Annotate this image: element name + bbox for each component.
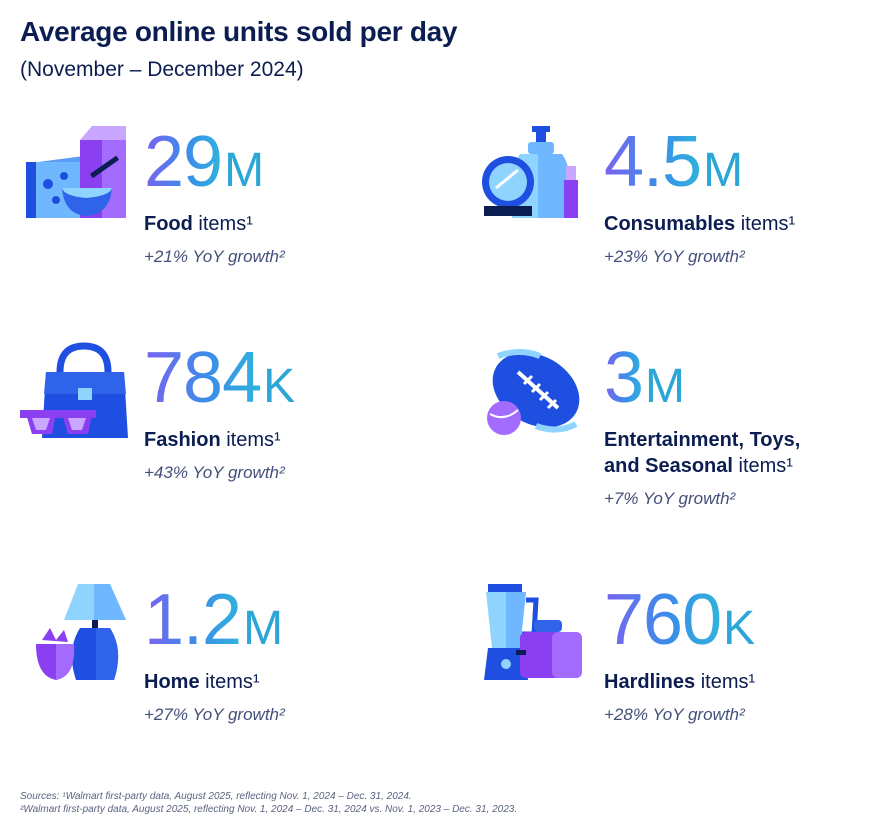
page-subtitle: (November – December 2024) (20, 58, 304, 81)
stat-card-consumables: 4.5M Consumables items¹ +23% YoY growth² (480, 126, 874, 276)
stat-card-home: 1.2M Home items¹ +27% YoY growth² (20, 584, 440, 734)
stat-category: Food items¹ (144, 213, 253, 235)
stat-card-entertainment: 3M Entertainment, Toys, and Seasonal item… (480, 338, 874, 508)
stat-value: 4.5M (604, 122, 743, 202)
lamp-icon (36, 584, 126, 680)
source-line-2: ²Walmart first-party data, August 2025, … (20, 804, 518, 815)
page-title: Average online units sold per day (20, 16, 458, 47)
stat-category: Entertainment, Toys, and Seasonal items¹ (604, 429, 801, 477)
stat-growth: +7% YoY growth² (604, 489, 736, 508)
stat-value: 1.2M (144, 580, 283, 660)
stat-category: Hardlines items¹ (604, 671, 756, 693)
stat-card-food: 29M Food items¹ +21% YoY growth² (20, 126, 440, 276)
groceries-icon (26, 126, 126, 218)
source-line-1: Sources: ¹Walmart first-party data, Augu… (20, 791, 412, 802)
stat-value: 3M (604, 338, 685, 418)
cosmetics-icon (482, 126, 578, 218)
stat-category: Home items¹ (144, 671, 260, 693)
stat-card-fashion: 784K Fashion items¹ +43% YoY growth² (20, 342, 440, 492)
stat-growth: +28% YoY growth² (604, 705, 745, 724)
stat-growth: +43% YoY growth² (144, 463, 285, 482)
stat-value: 29M (144, 122, 264, 202)
handbag-icon (20, 342, 128, 438)
football-icon (487, 349, 580, 435)
blender-icon (484, 584, 582, 680)
sources-footnote: Sources: ¹Walmart first-party data, Augu… (20, 790, 517, 816)
stat-growth: +21% YoY growth² (144, 247, 285, 266)
stat-card-hardlines: 760K Hardlines items¹ +28% YoY growth² (480, 584, 874, 734)
stat-value: 760K (604, 580, 755, 660)
stat-growth: +23% YoY growth² (604, 247, 745, 266)
stat-category: Fashion items¹ (144, 429, 281, 451)
stat-category: Consumables items¹ (604, 213, 796, 235)
stat-value: 784K (144, 338, 295, 418)
stat-growth: +27% YoY growth² (144, 705, 285, 724)
